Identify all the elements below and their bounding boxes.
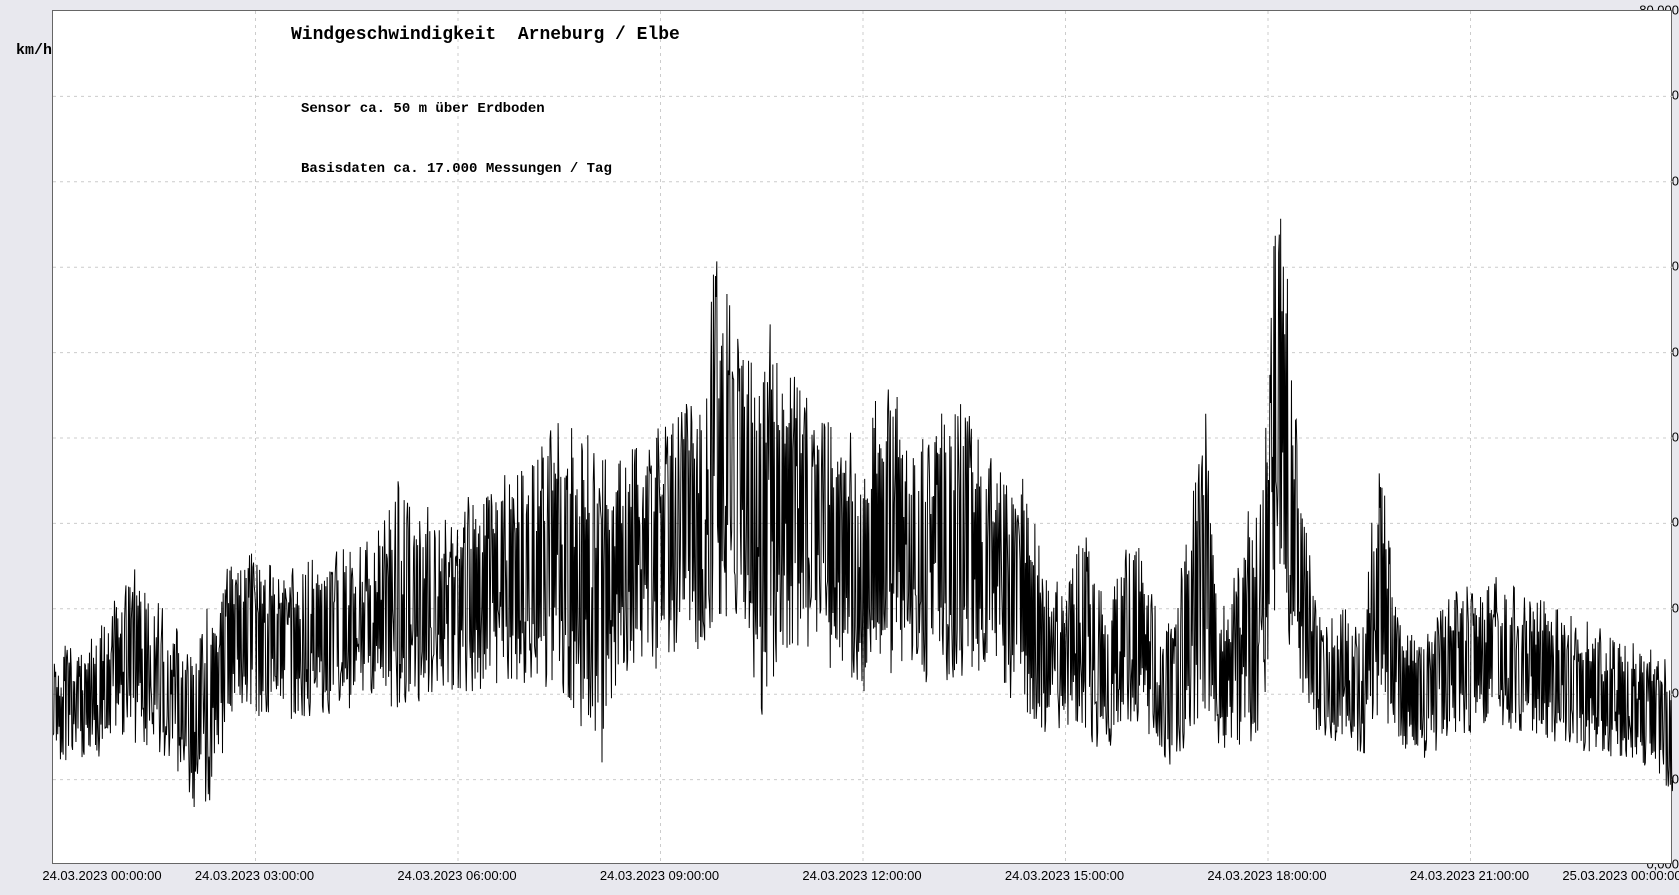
plot-area: Windgeschwindigkeit Arneburg / Elbe Sens… (52, 10, 1672, 864)
subtitle-line-2: Basisdaten ca. 17.000 Messungen / Tag (301, 159, 612, 179)
chart-title: Windgeschwindigkeit Arneburg / Elbe (291, 25, 680, 45)
subtitle-line-1: Sensor ca. 50 m über Erdboden (301, 99, 612, 119)
x-tick-label: 24.03.2023 21:00:00 (1410, 868, 1529, 883)
x-tick-label: 24.03.2023 06:00:00 (397, 868, 516, 883)
x-tick-label: 25.03.2023 00:00:00 (1562, 868, 1679, 883)
x-tick-label: 24.03.2023 09:00:00 (600, 868, 719, 883)
chart-container: 0,0008,00016,00024,00032,00040,00048,000… (0, 0, 1679, 895)
x-tick-label: 24.03.2023 18:00:00 (1207, 868, 1326, 883)
x-tick-label: 24.03.2023 00:00:00 (42, 868, 161, 883)
x-tick-label: 24.03.2023 12:00:00 (802, 868, 921, 883)
chart-svg (53, 11, 1673, 865)
chart-subtitle: Sensor ca. 50 m über Erdboden Basisdaten… (301, 59, 612, 219)
x-tick-label: 24.03.2023 03:00:00 (195, 868, 314, 883)
y-axis-unit: km/h (16, 42, 52, 59)
x-tick-label: 24.03.2023 15:00:00 (1005, 868, 1124, 883)
